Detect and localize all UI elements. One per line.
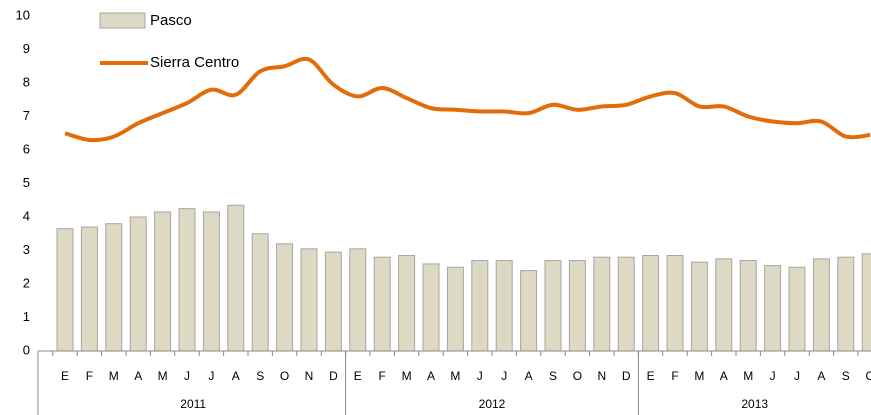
x-tick-label: M (109, 369, 119, 383)
bar (300, 248, 318, 352)
x-tick-label: E (61, 369, 69, 383)
x-tick-label: F (379, 369, 386, 383)
x-tick-label: J (770, 369, 776, 383)
bar (398, 255, 416, 352)
bar (227, 204, 245, 352)
bar (666, 255, 684, 352)
x-group-label: 2013 (741, 397, 768, 411)
x-tick-label: J (477, 369, 483, 383)
x-group-label: 2012 (479, 397, 506, 411)
bar (349, 248, 367, 352)
y-tick-label: 9 (23, 41, 30, 56)
x-tick-label: M (402, 369, 412, 383)
x-tick-label: O (573, 369, 582, 383)
x-tick-label: E (647, 369, 655, 383)
x-tick-label: N (305, 369, 314, 383)
bar (178, 208, 196, 352)
y-tick-label: 3 (23, 242, 30, 257)
bar (520, 270, 538, 352)
x-tick-label: F (86, 369, 93, 383)
x-tick-label: S (256, 369, 264, 383)
bar (837, 256, 855, 352)
x-group-label: 2011 (180, 397, 206, 411)
x-tick-label: O (866, 369, 871, 383)
y-tick-label: 5 (23, 175, 30, 190)
bar (373, 256, 391, 352)
y-tick-label: 8 (23, 74, 30, 89)
x-tick-label: D (329, 369, 338, 383)
bar (495, 260, 513, 352)
y-tick-label: 4 (23, 208, 30, 223)
x-tick-label: D (622, 369, 631, 383)
bar (105, 223, 123, 352)
bar (422, 263, 440, 352)
x-tick-label: A (817, 369, 825, 383)
x-tick-label: F (671, 369, 678, 383)
x-tick-label: J (501, 369, 507, 383)
legend-label: Sierra Centro (150, 54, 239, 71)
bar (861, 253, 871, 352)
legend-swatch (99, 12, 146, 29)
bar (202, 211, 220, 352)
x-tick-label: A (720, 369, 728, 383)
bars (56, 204, 871, 352)
bar (593, 256, 611, 352)
bar (129, 216, 147, 352)
bar (544, 260, 562, 352)
x-tick-label: A (232, 369, 240, 383)
y-tick-label: 6 (23, 141, 30, 156)
y-tick-label: 2 (23, 275, 30, 290)
bar (80, 226, 98, 352)
bar (568, 260, 586, 352)
legend: Pasco Sierra Centro (99, 12, 239, 71)
x-tick-label: M (450, 369, 460, 383)
y-tick-label: 10 (16, 7, 30, 22)
y-tick-label: 0 (23, 342, 30, 357)
x-tick-label: M (743, 369, 753, 383)
legend-label: Pasco (150, 12, 192, 29)
bar (642, 255, 660, 352)
x-tick-label: N (597, 369, 606, 383)
bar (471, 260, 489, 352)
bar (739, 260, 757, 352)
bar (715, 258, 733, 352)
x-tick-label: O (280, 369, 289, 383)
x-tick-label: J (794, 369, 800, 383)
y-tick-label: 7 (23, 108, 30, 123)
bar (276, 243, 294, 352)
bar (812, 258, 830, 352)
bar (324, 251, 342, 352)
x-tick-label: E (354, 369, 362, 383)
x-tick-label: S (842, 369, 850, 383)
bar (764, 265, 782, 352)
bar (251, 233, 269, 352)
bar (56, 228, 74, 352)
x-tick-label: A (525, 369, 533, 383)
x-tick-label: S (549, 369, 557, 383)
x-tick-label: J (184, 369, 190, 383)
x-tick-label: M (694, 369, 704, 383)
x-tick-label: A (427, 369, 435, 383)
bar (617, 256, 635, 352)
bar (154, 211, 172, 352)
line-series (64, 56, 871, 143)
x-tick-label: A (134, 369, 142, 383)
bar (788, 266, 806, 352)
y-tick-label: 1 (23, 309, 30, 324)
bar (690, 261, 708, 352)
x-tick-label: M (158, 369, 168, 383)
x-tick-label: J (208, 369, 214, 383)
bar (446, 266, 464, 352)
